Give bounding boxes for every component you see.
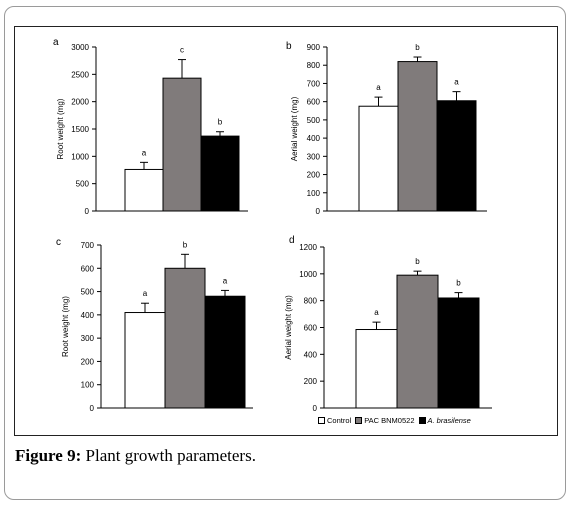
significance-label: a — [454, 78, 459, 87]
significance-label: b — [218, 118, 223, 127]
bar — [204, 295, 246, 409]
y-tick-label: 200 — [304, 377, 318, 386]
y-tick-label: 800 — [307, 61, 321, 70]
y-tick-label: 0 — [316, 207, 321, 216]
significance-label: a — [223, 276, 228, 285]
y-tick-label: 1000 — [71, 152, 89, 161]
y-axis-label: Root weight (mg) — [61, 296, 70, 357]
significance-label: b — [415, 257, 420, 266]
legend: Control PAC BNM0522 A. brasilense — [318, 414, 475, 426]
significance-label: a — [374, 308, 379, 317]
legend-label: PAC BNM0522 — [364, 415, 415, 425]
significance-label: b — [456, 279, 461, 288]
caption-label: Figure 9: — [15, 446, 82, 465]
y-tick-label: 300 — [81, 334, 95, 343]
y-tick-label: 800 — [304, 297, 318, 306]
legend-item: A. brasilense — [418, 415, 471, 425]
y-tick-label: 700 — [307, 79, 321, 88]
legend-swatch — [418, 416, 426, 424]
legend-item: Control — [318, 416, 351, 425]
panel-letter: c — [56, 237, 61, 248]
y-tick-label: 600 — [307, 98, 321, 107]
y-tick-label: 2500 — [71, 70, 89, 79]
bar — [200, 135, 240, 212]
bar — [124, 312, 166, 409]
y-tick-label: 500 — [307, 116, 321, 125]
significance-label: a — [143, 289, 148, 298]
panel-letter: d — [289, 235, 295, 246]
y-tick-label: 400 — [307, 134, 321, 143]
y-axis-label: Root weight (mg) — [56, 98, 65, 159]
y-tick-label: 900 — [307, 43, 321, 52]
y-tick-label: 1200 — [299, 243, 317, 252]
significance-label: a — [376, 83, 381, 92]
caption-text: Plant growth parameters. — [81, 446, 256, 465]
legend-swatch — [318, 416, 325, 424]
significance-label: a — [142, 148, 147, 157]
significance-label: b — [183, 240, 188, 249]
bar — [358, 105, 399, 212]
bar — [355, 329, 398, 409]
y-tick-label: 2000 — [71, 98, 89, 107]
bar — [397, 61, 438, 212]
panel-letter: a — [53, 37, 59, 48]
legend-label: Control — [327, 415, 352, 425]
y-tick-label: 100 — [81, 381, 95, 390]
significance-label: b — [415, 43, 420, 52]
y-tick-label: 100 — [307, 189, 321, 198]
y-tick-label: 300 — [307, 152, 321, 161]
y-tick-label: 200 — [81, 357, 95, 366]
legend-label: A. brasilense — [427, 415, 471, 425]
y-tick-label: 400 — [304, 350, 318, 359]
bar — [124, 168, 164, 212]
bar — [436, 100, 477, 212]
y-tick-label: 0 — [90, 404, 95, 413]
significance-label: c — [180, 46, 184, 55]
y-tick-label: 200 — [307, 171, 321, 180]
y-axis-label: Aerial weight (mg) — [284, 295, 293, 360]
y-tick-label: 700 — [81, 241, 95, 250]
y-tick-label: 1500 — [71, 125, 89, 134]
panel-letter: b — [286, 41, 292, 52]
y-tick-label: 500 — [81, 288, 95, 297]
bar — [164, 267, 206, 409]
y-tick-label: 0 — [85, 207, 90, 216]
legend-swatch — [355, 416, 363, 424]
y-tick-label: 1000 — [299, 270, 317, 279]
legend-item: PAC BNM0522 — [355, 415, 415, 425]
y-tick-label: 0 — [313, 404, 318, 413]
y-tick-label: 400 — [81, 311, 95, 320]
bar — [396, 274, 439, 409]
y-tick-label: 600 — [81, 264, 95, 273]
y-axis-label: Aerial weight (mg) — [290, 96, 299, 161]
bar — [162, 77, 202, 212]
bar — [437, 297, 480, 409]
y-tick-label: 600 — [304, 324, 318, 333]
y-tick-label: 3000 — [71, 43, 89, 52]
y-tick-label: 500 — [76, 180, 90, 189]
figure-caption: Figure 9: Plant growth parameters. — [15, 446, 256, 466]
